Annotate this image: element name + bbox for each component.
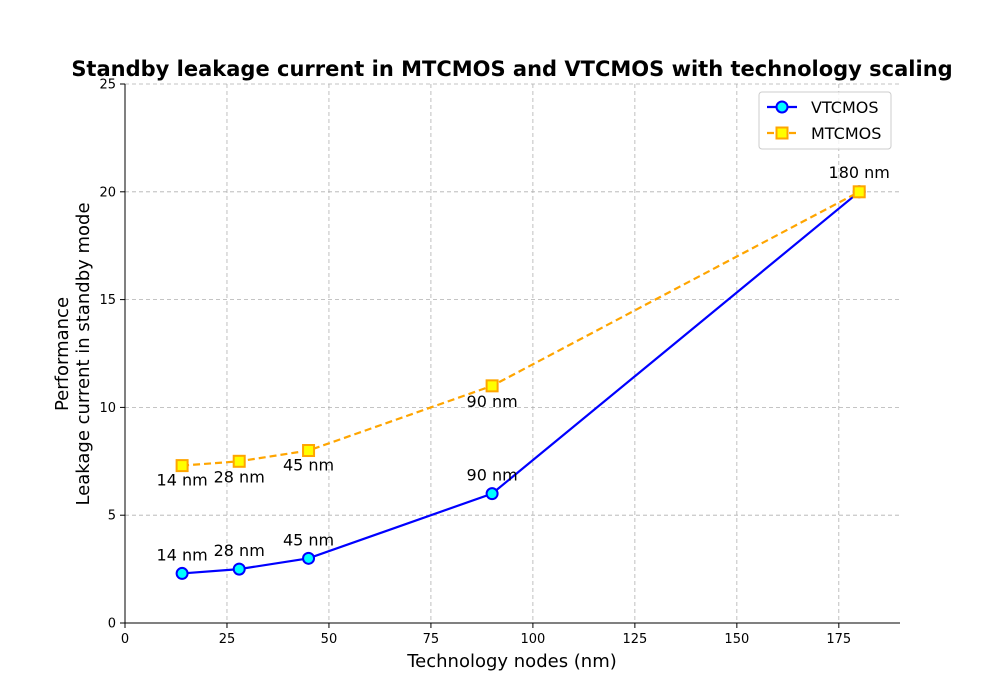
legend: VTCMOS MTCMOS <box>758 91 892 150</box>
series <box>175 185 866 580</box>
data-point-vtcmos <box>485 487 499 501</box>
point-label-vtcmos: 45 nm <box>283 530 334 549</box>
x-tick-label: 25 <box>219 632 236 647</box>
y-tick-label: 15 <box>99 293 116 308</box>
y-axis-label-line2: Leakage current in standby mode <box>73 202 94 505</box>
axes <box>124 84 900 624</box>
point-label-mtcmos: 90 nm <box>467 392 518 411</box>
x-tick-label: 0 <box>121 632 129 647</box>
y-tick-label: 5 <box>108 509 116 524</box>
series-line-vtcmos <box>182 190 860 575</box>
x-tick-label: 100 <box>520 632 545 647</box>
grid <box>125 83 900 623</box>
point-label-vtcmos: 28 nm <box>214 541 265 560</box>
point-label-mtcmos: 28 nm <box>214 467 265 486</box>
point-label-vtcmos: 14 nm <box>157 545 208 564</box>
x-tick-label: 175 <box>826 632 851 647</box>
legend-label-vtcmos: VTCMOS <box>811 98 879 117</box>
data-point-mtcmos <box>232 454 246 468</box>
series-vtcmos <box>175 185 866 580</box>
data-point-mtcmos <box>852 185 866 199</box>
data-point-vtcmos <box>175 566 189 580</box>
y-tick-label: 10 <box>99 401 116 416</box>
x-tick-label: 150 <box>724 632 749 647</box>
series-line-mtcmos <box>182 190 860 467</box>
data-point-mtcmos <box>302 444 316 458</box>
y-tick-label: 25 <box>99 78 116 93</box>
legend-label-mtcmos: MTCMOS <box>811 124 881 143</box>
data-point-vtcmos <box>302 551 316 565</box>
y-tick-label: 20 <box>99 185 116 200</box>
point-label-mtcmos: 45 nm <box>283 456 334 475</box>
data-point-mtcmos <box>485 379 499 393</box>
point-label-vtcmos: 90 nm <box>467 466 518 485</box>
legend-marker-vtcmos <box>775 100 789 114</box>
y-tick-label: 0 <box>108 617 116 632</box>
series-mtcmos <box>175 185 866 473</box>
x-tick-label: 75 <box>423 632 440 647</box>
point-label-mtcmos: 180 nm <box>829 163 890 182</box>
ticks: 0 25 50 75 100 125 150 175 0 5 10 15 20 25 <box>99 78 851 648</box>
legend-marker-mtcmos <box>775 126 789 140</box>
x-tick-label: 50 <box>321 632 338 647</box>
data-point-vtcmos <box>232 562 246 576</box>
x-axis-label: Technology nodes (nm) <box>406 651 617 672</box>
y-axis-label-line1: Performance <box>52 297 73 411</box>
x-tick-label: 125 <box>622 632 647 647</box>
data-point-mtcmos <box>175 459 189 473</box>
point-annotations: 14 nm 28 nm 45 nm 90 nm 14 nm 28 nm 45 nm 90 nm… <box>157 163 890 565</box>
chart-title: Standby leakage current in MTCMOS and VT… <box>71 57 952 81</box>
point-label-mtcmos: 14 nm <box>157 471 208 490</box>
